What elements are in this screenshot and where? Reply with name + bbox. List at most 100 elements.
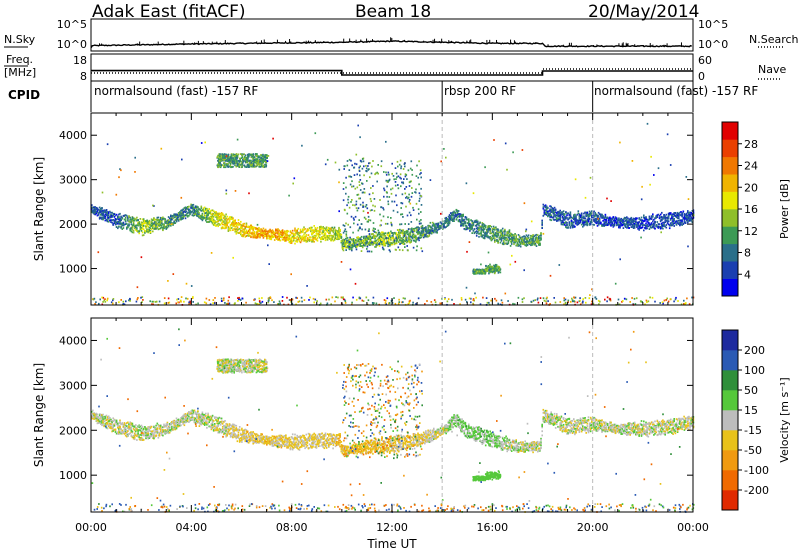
- echo-cell: [399, 239, 401, 241]
- echo-cell: [617, 219, 619, 222]
- echo-cell: [489, 237, 491, 240]
- echo-cell: [542, 207, 545, 210]
- echo-cell: [418, 239, 420, 242]
- echo-cell: [302, 236, 304, 239]
- echo-cell: [637, 223, 639, 225]
- echo-cell: [570, 216, 573, 219]
- echo-cell: [241, 229, 243, 232]
- echo-cell: [381, 234, 383, 236]
- echo-cell: [97, 212, 100, 215]
- echo-cell: [586, 222, 589, 224]
- echo-cell: [225, 217, 227, 220]
- echo-cell: [543, 205, 546, 207]
- echo-cell: [267, 230, 269, 233]
- echo-cell: [354, 239, 356, 241]
- echo-cell: [295, 240, 297, 242]
- echo-cell: [153, 228, 155, 230]
- echo-cell: [418, 192, 421, 195]
- echo-cell: [385, 171, 387, 174]
- echo-cell: [342, 199, 345, 202]
- echo-cell: [594, 218, 596, 220]
- echo-cell: [248, 162, 251, 165]
- echo-cell: [220, 216, 223, 218]
- echo-cell: [604, 216, 607, 219]
- echo-cell: [341, 248, 344, 251]
- echo-cell: [390, 230, 392, 233]
- echo-cell: [409, 231, 411, 234]
- echo-cell: [431, 227, 434, 230]
- echo-cell: [339, 236, 341, 239]
- echo-cell: [172, 214, 174, 217]
- echo-cell: [481, 224, 484, 226]
- echo-cell: [658, 226, 661, 229]
- echo-cell: [350, 246, 353, 249]
- echo-cell: [320, 237, 322, 240]
- echo-cell: [486, 232, 488, 234]
- echo-cell: [365, 204, 368, 206]
- echo-cell: [453, 214, 455, 217]
- echo-cell: [474, 221, 477, 223]
- echo-cell: [552, 207, 555, 210]
- echo-cell: [133, 227, 136, 230]
- echo-cell: [461, 224, 463, 227]
- echo-cell: [541, 227, 543, 229]
- echo-cell: [559, 217, 561, 219]
- echo-cell: [364, 205, 367, 208]
- echo-cell: [278, 238, 280, 240]
- echo-cell: [678, 215, 680, 218]
- echo-cell: [466, 222, 469, 225]
- echo-cell: [361, 246, 364, 249]
- echo-cell: [504, 238, 506, 241]
- noise-panel-frame: [90, 18, 694, 52]
- echo-cell: [206, 216, 208, 219]
- echo-cell: [220, 214, 223, 216]
- echo-cell: [315, 230, 318, 233]
- echo-cell: [348, 238, 350, 241]
- noise-right-tick-top: 10^5: [698, 18, 728, 31]
- echo-cell: [424, 235, 426, 238]
- echo-cell: [314, 236, 317, 239]
- echo-cell: [367, 215, 370, 218]
- echo-cell: [107, 216, 110, 219]
- echo-cell: [486, 235, 488, 238]
- echo-cell: [358, 243, 361, 245]
- echo-cell: [457, 210, 460, 212]
- echo-cell: [633, 224, 636, 226]
- echo-cell: [540, 234, 542, 237]
- echo-cell: [159, 222, 162, 225]
- echo-cell: [279, 231, 282, 234]
- echo-cell: [417, 237, 419, 240]
- echo-cell: [672, 220, 674, 222]
- echo-cell: [93, 206, 95, 209]
- echo-cell: [416, 229, 418, 231]
- echo-cell: [132, 229, 135, 232]
- echo-cell: [655, 215, 657, 218]
- echo-cell: [141, 221, 144, 224]
- echo-cell: [593, 219, 595, 221]
- echo-cell: [538, 237, 540, 240]
- echo-cell: [602, 219, 604, 222]
- echo-cell: [648, 224, 651, 227]
- echo-cell: [586, 223, 589, 226]
- echo-cell: [364, 237, 366, 240]
- echo-cell: [420, 236, 423, 239]
- echo-cell: [576, 221, 578, 224]
- echo-cell: [490, 232, 493, 235]
- echo-cell: [312, 237, 314, 240]
- echo-cell: [382, 242, 384, 244]
- echo-cell: [344, 165, 346, 168]
- echo-cell: [359, 159, 362, 162]
- echo-cell: [499, 231, 502, 234]
- echo-cell: [444, 221, 446, 224]
- echo-cell: [405, 196, 407, 199]
- echo-cell: [487, 236, 489, 239]
- echo-cell: [608, 223, 610, 226]
- echo-cell: [333, 237, 336, 240]
- echo-cell: [387, 216, 389, 219]
- echo-cell: [412, 209, 415, 211]
- echo-cell: [170, 215, 172, 218]
- echo-cell: [504, 228, 506, 231]
- echo-cell: [361, 182, 363, 185]
- echo-cell: [347, 245, 349, 247]
- freq-panel-frame: [90, 53, 694, 82]
